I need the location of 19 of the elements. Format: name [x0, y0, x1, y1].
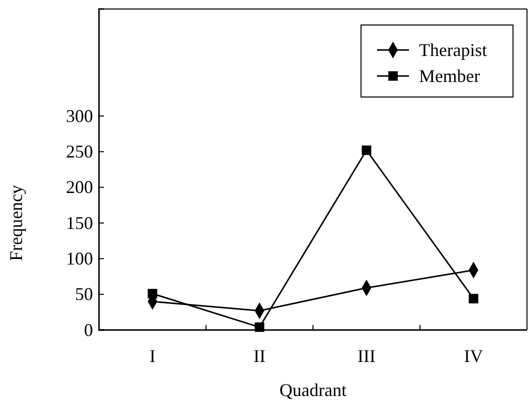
x-tick-label: I — [150, 346, 156, 366]
y-tick-label: 300 — [66, 106, 93, 126]
point — [148, 288, 158, 298]
x-tick-label: III — [358, 346, 376, 366]
point — [254, 322, 264, 332]
point — [362, 145, 372, 155]
x-tick-label: II — [254, 346, 266, 366]
y-tick-label: 150 — [66, 212, 93, 233]
y-axis-title: Frequency — [6, 185, 26, 261]
x-axis-title: Quadrant — [280, 380, 346, 400]
legend-label: Therapist — [419, 40, 487, 60]
x-tick-label: IV — [464, 346, 483, 366]
y-tick-label: 200 — [66, 177, 93, 198]
y-tick-label: 250 — [66, 141, 93, 162]
y-tick-label: 0 — [84, 320, 93, 340]
y-tick-label: 100 — [66, 248, 93, 268]
legend-label: Member — [419, 66, 480, 86]
point — [468, 294, 478, 304]
y-tick-label: 50 — [75, 284, 93, 304]
